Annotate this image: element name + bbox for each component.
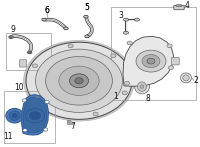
Text: 11: 11 (4, 132, 13, 141)
Circle shape (43, 128, 48, 131)
Text: 6: 6 (45, 6, 49, 15)
Ellipse shape (12, 113, 17, 118)
Ellipse shape (6, 108, 23, 123)
FancyBboxPatch shape (19, 60, 27, 67)
Polygon shape (23, 97, 47, 133)
Bar (6, 33, 51, 70)
Bar (4, 91, 55, 143)
Circle shape (142, 55, 160, 68)
Circle shape (122, 91, 127, 95)
FancyBboxPatch shape (174, 5, 184, 10)
Circle shape (26, 42, 132, 119)
Circle shape (29, 112, 41, 120)
Circle shape (23, 129, 27, 132)
Ellipse shape (124, 31, 128, 34)
Ellipse shape (27, 51, 32, 54)
Text: 5: 5 (85, 4, 89, 12)
Bar (111, 6, 196, 100)
Text: 4: 4 (185, 1, 190, 10)
Circle shape (22, 99, 27, 102)
Ellipse shape (176, 4, 182, 7)
Text: 9: 9 (11, 25, 15, 34)
Ellipse shape (10, 36, 12, 38)
Text: 2: 2 (193, 76, 198, 85)
Text: 3: 3 (119, 11, 123, 20)
Circle shape (168, 66, 174, 70)
Circle shape (93, 112, 98, 116)
Text: 8: 8 (146, 95, 150, 103)
Circle shape (136, 50, 166, 72)
Ellipse shape (134, 18, 140, 21)
Circle shape (68, 44, 73, 48)
Circle shape (24, 40, 134, 121)
Text: 10: 10 (14, 83, 24, 92)
Polygon shape (123, 36, 174, 86)
Text: 1: 1 (114, 92, 118, 101)
Ellipse shape (9, 36, 13, 38)
Circle shape (127, 41, 132, 45)
Polygon shape (22, 95, 48, 135)
Ellipse shape (140, 85, 144, 88)
Circle shape (59, 66, 99, 95)
Circle shape (46, 56, 112, 105)
Circle shape (45, 100, 49, 103)
Circle shape (69, 74, 89, 88)
FancyBboxPatch shape (172, 57, 179, 65)
Polygon shape (67, 120, 73, 124)
Ellipse shape (85, 35, 89, 38)
Circle shape (167, 44, 172, 48)
Text: 6: 6 (45, 6, 49, 15)
Circle shape (36, 49, 122, 112)
Circle shape (111, 54, 116, 58)
Ellipse shape (138, 82, 147, 91)
Circle shape (124, 81, 130, 85)
Circle shape (34, 97, 40, 100)
Circle shape (75, 78, 83, 84)
Text: 7: 7 (71, 122, 75, 131)
Ellipse shape (42, 18, 46, 21)
Ellipse shape (84, 15, 88, 18)
Circle shape (25, 109, 45, 123)
Circle shape (147, 58, 155, 64)
Text: 5: 5 (85, 4, 89, 12)
Circle shape (32, 64, 38, 68)
Ellipse shape (180, 73, 192, 83)
Ellipse shape (29, 52, 31, 53)
Ellipse shape (124, 18, 128, 21)
Ellipse shape (64, 27, 68, 30)
Ellipse shape (135, 79, 150, 94)
Ellipse shape (9, 111, 20, 120)
Ellipse shape (68, 121, 71, 123)
Ellipse shape (183, 75, 189, 81)
